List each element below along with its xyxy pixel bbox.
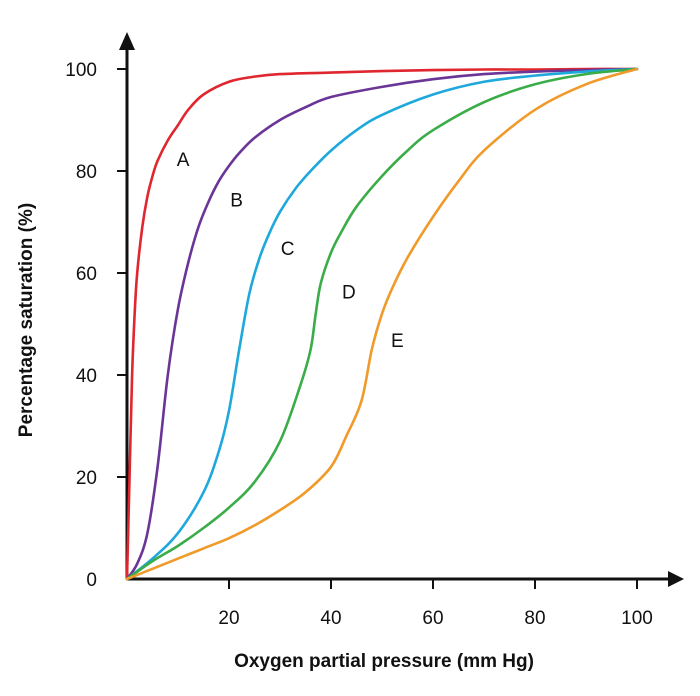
curve-label-b: B [230,191,243,212]
curve-d [125,67,639,581]
x-tick-label: 40 [320,608,341,629]
y-axis-title: Percentage saturation (%) [16,203,37,437]
ticks: 20 40 60 80 100 0 20 40 60 80 100 [65,60,653,629]
y-axis-arrowhead [119,32,135,50]
y-tick-label: 20 [76,468,97,489]
x-axis-title: Oxygen partial pressure (mm Hg) [234,651,534,672]
y-tick-label: 40 [76,366,97,387]
x-tick-label: 60 [422,608,443,629]
curve-label-d: D [342,283,356,304]
curve-label-a: A [177,150,190,171]
curve-label-e: E [391,331,404,352]
curve-labels: A B C D E [177,150,404,352]
x-axis-arrowhead [668,571,684,587]
y-tick-label: 60 [76,264,97,285]
y-tick-label: 80 [76,162,97,183]
x-tick-label: 80 [524,608,545,629]
axes [119,32,684,587]
y-tick-label: 0 [86,570,97,591]
curve-c [125,67,639,581]
curve-e [125,67,639,581]
x-tick-label: 20 [218,608,239,629]
curve-label-c: C [281,239,295,260]
y-tick-label: 100 [65,60,97,81]
curves [125,67,639,581]
x-tick-label: 100 [621,608,653,629]
curve-b [125,67,639,581]
curve-a [125,67,639,581]
